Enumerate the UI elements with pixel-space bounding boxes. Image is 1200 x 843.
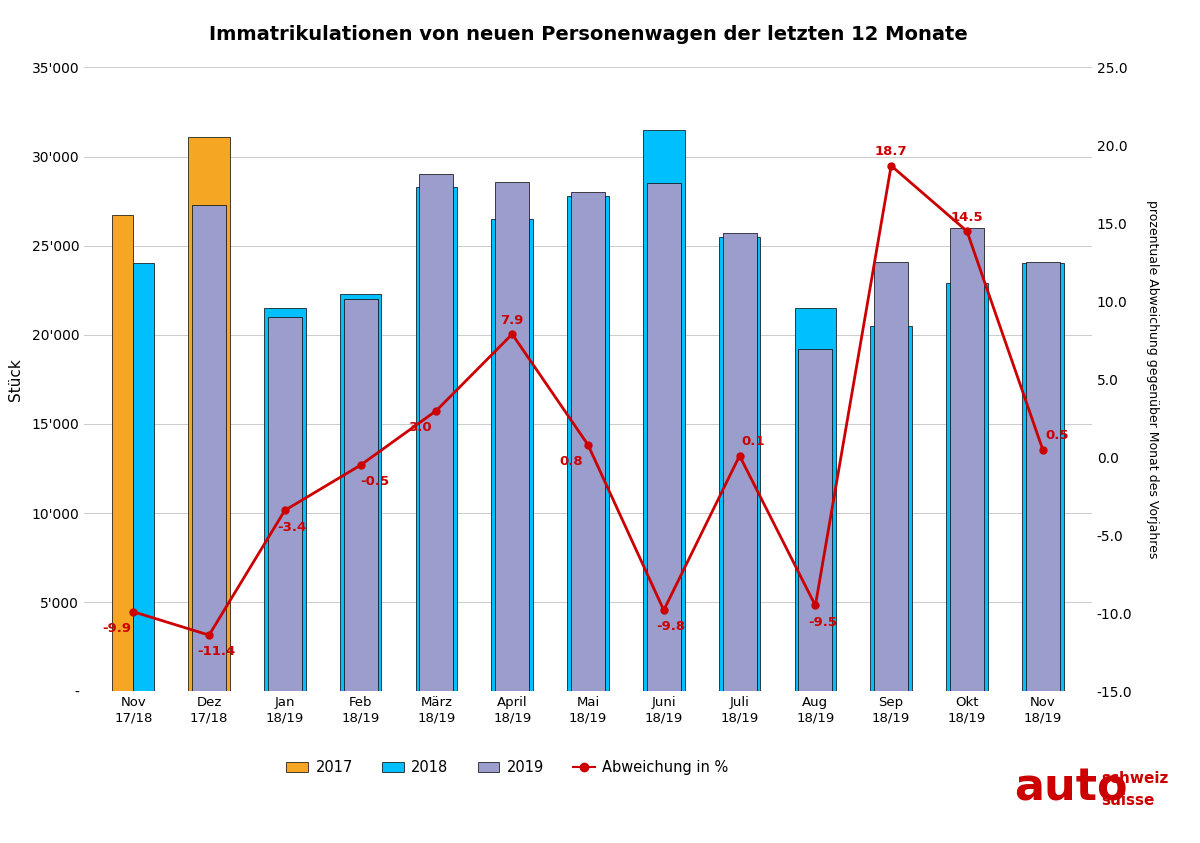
Bar [870,326,912,691]
Text: 0.8: 0.8 [559,455,583,468]
Text: 0.5: 0.5 [1045,429,1068,442]
Text: 18.7: 18.7 [875,145,907,158]
Bar [343,299,378,691]
Text: auto: auto [1014,766,1128,809]
Bar [340,294,382,691]
Bar [643,130,685,691]
Text: -11.4: -11.4 [197,645,235,658]
Bar [568,196,608,691]
Text: 0.1: 0.1 [742,435,766,448]
Text: -9.8: -9.8 [656,620,685,633]
Bar [647,183,680,691]
Bar [1022,264,1063,691]
Bar [133,264,154,691]
Title: Immatrikulationen von neuen Personenwagen der letzten 12 Monate: Immatrikulationen von neuen Personenwage… [209,24,967,44]
Legend: 2017, 2018, 2019, Abweichung in %: 2017, 2018, 2019, Abweichung in % [281,754,734,781]
Bar [113,215,133,691]
Text: schweiz: schweiz [1102,771,1169,786]
Bar [874,261,908,691]
Bar [192,205,226,691]
Bar [264,308,306,691]
Text: -3.4: -3.4 [277,520,306,534]
Bar [950,228,984,691]
Bar [491,219,533,691]
Bar [571,192,605,691]
Bar [794,308,836,691]
Y-axis label: Stück: Stück [8,358,23,400]
Bar [415,187,457,691]
Text: -9.9: -9.9 [102,622,131,635]
Bar [798,349,833,691]
Bar [496,181,529,691]
Text: -0.5: -0.5 [360,475,389,488]
Text: 7.9: 7.9 [500,314,524,327]
Bar [946,283,988,691]
Y-axis label: prozentuale Abweichung gegenüber Monat des Vorjahres: prozentuale Abweichung gegenüber Monat d… [1146,200,1159,559]
Text: 3.0: 3.0 [408,421,432,433]
Text: 14.5: 14.5 [950,211,983,223]
Bar [419,175,454,691]
Bar [722,234,757,691]
Bar [1026,261,1060,691]
Text: suisse: suisse [1102,792,1154,808]
Text: -9.5: -9.5 [808,615,836,629]
Bar [188,137,230,691]
Bar [268,317,302,691]
Bar [719,237,761,691]
